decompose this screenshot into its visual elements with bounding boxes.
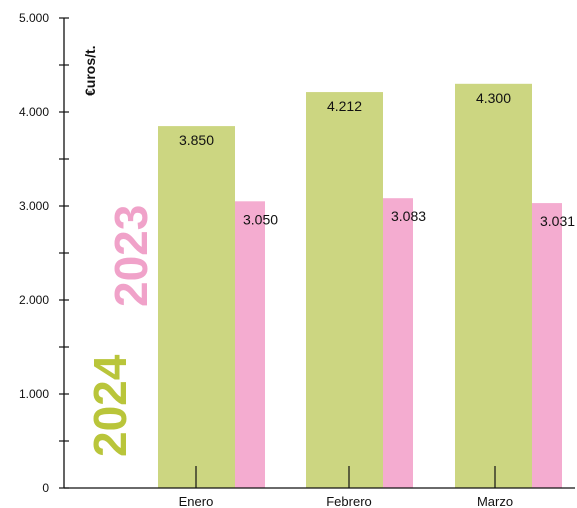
x-category-label-marzo: Marzo (477, 494, 513, 508)
bar-2023-enero (235, 201, 265, 489)
y-tick-label: 4.000 (19, 105, 49, 119)
y-axis-title: €uros/t. (82, 45, 98, 96)
value-label-2024-marzo: 4.300 (476, 90, 511, 106)
bar-2024-enero (158, 126, 235, 488)
y-ticks-layer: 0 1.000 2.000 3.000 4.000 5.000 (19, 11, 69, 495)
y-tick-label: 5.000 (19, 11, 49, 25)
value-label-2023-enero: 3.050 (243, 211, 278, 227)
y-tick-label: 1.000 (19, 387, 49, 401)
x-category-label-enero: Enero (179, 494, 214, 508)
y-tick-label: 2.000 (19, 293, 49, 307)
bar-2024-marzo (455, 83, 532, 489)
legend-series-2024: 2024 (84, 354, 136, 457)
value-label-2024-febrero: 4.212 (327, 98, 362, 114)
y-tick-label: 0 (42, 481, 49, 495)
bar-2023-febrero (383, 198, 413, 488)
value-label-2023-febrero: 3.083 (391, 208, 426, 224)
y-tick-label: 3.000 (19, 199, 49, 213)
value-label-2024-enero: 3.850 (179, 132, 214, 148)
bar-2023-marzo (532, 203, 562, 488)
value-label-2023-marzo: 3.031 (540, 213, 575, 229)
bars-layer: 3.850 3.050 4.212 3.083 4.300 3.031 (158, 83, 575, 489)
legend-series-2023: 2023 (105, 205, 157, 307)
x-category-label-febrero: Febrero (326, 494, 372, 508)
bar-2024-febrero (306, 92, 383, 489)
x-ticks-layer: Enero Febrero Marzo (179, 466, 513, 508)
